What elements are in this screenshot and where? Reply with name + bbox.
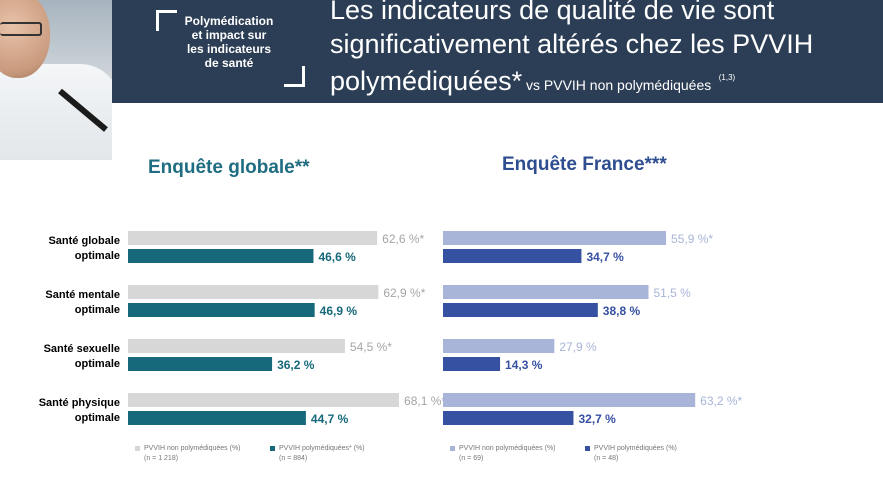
value-label-p0-s1-c1: 46,9 % (320, 304, 358, 318)
value-label-p0-s1-c0: 46,6 % (318, 250, 356, 264)
category-label: Santé sexuelle optimale (43, 343, 120, 370)
title-line-1: Les indicateurs de qualité de vie sont (330, 0, 775, 25)
legend-swatch (135, 445, 140, 451)
legend-item-p1-s0: PVVIH non polymédiquées (%) (n = 69) (450, 444, 556, 464)
badge-corner-bottom-right (284, 66, 305, 87)
title-subtitle: vs PVVIH non polymédiquées (522, 77, 712, 93)
value-label-p1-s1-c2: 14,3 % (505, 358, 543, 372)
value-label-p1-s1-c3: 32,7 % (578, 412, 616, 426)
bar-p0-s0-c0 (128, 231, 378, 245)
value-label-p1-s1-c1: 38,8 % (603, 304, 641, 318)
bar-p1-s1-c0 (443, 249, 582, 263)
legend-sample-size: (n = 1 218) (144, 455, 179, 462)
value-label-p1-s0-c1: 51,5 % (653, 286, 691, 300)
legend-swatch (450, 445, 455, 451)
value-label-p0-s1-c3: 44,7 % (311, 412, 349, 426)
legend-sample-size: (n = 884) (279, 455, 308, 462)
bar-p0-s0-c1 (128, 285, 379, 299)
speaker-video (0, 0, 112, 160)
slide-title: Les indicateurs de qualité de vie sont s… (330, 0, 813, 102)
speaker-body (0, 64, 112, 160)
legend-sample-size: (n = 48) (594, 455, 619, 462)
legend-swatch (270, 445, 275, 451)
category-label: Santé physique optimale (38, 397, 120, 424)
title-references: (1,3) (718, 73, 736, 82)
legend-sample-size: (n = 69) (459, 455, 484, 462)
value-label-p1-s1-c0: 34,7 % (586, 250, 624, 264)
panel-title-global: Enquête globale** (148, 157, 310, 178)
bar-p1-s1-c2 (443, 357, 501, 371)
value-label-p1-s0-c2: 27,9 % (559, 340, 597, 354)
legend-label: PVVIH polymédiquées* (%) (279, 445, 365, 452)
legend-label: PVVIH polymédiquées (%) (594, 445, 677, 452)
title-line-2: significativement altérés chez les PVVIH (330, 29, 814, 59)
bar-p0-s0-c3 (128, 393, 400, 407)
bar-p0-s1-c2 (128, 357, 273, 371)
bar-p1-s0-c3 (443, 393, 696, 407)
category-label: Santé globale optimale (48, 235, 120, 262)
bar-p1-s0-c1 (443, 285, 649, 299)
title-line-3: polymédiquées* vs PVVIH non polymédiquée… (330, 61, 813, 102)
bar-p1-s1-c3 (443, 411, 574, 425)
value-label-p1-s0-c0: 55,9 %* (671, 232, 713, 246)
bar-p0-s1-c1 (128, 303, 315, 317)
legend-swatch (585, 445, 590, 451)
value-label-p0-s0-c1: 62,9 %* (383, 286, 425, 300)
value-label-p0-s0-c3: 68,1 %* (404, 394, 446, 408)
slide-header (0, 0, 883, 103)
value-label-p1-s0-c3: 63,2 %* (700, 394, 742, 408)
legend-label: PVVIH non polymédiquées (%) (459, 445, 556, 452)
legend-item-p0-s0: PVVIH non polymédiquées (%) (n = 1 218) (135, 444, 241, 464)
legend-item-p1-s1: PVVIH polymédiquées (%) (n = 48) (585, 444, 677, 464)
bar-p0-s1-c3 (128, 411, 306, 425)
value-label-p0-s0-c0: 62,6 %* (382, 232, 424, 246)
legend-label: PVVIH non polymédiquées (%) (144, 445, 241, 452)
panel-title-france: Enquête France*** (502, 154, 667, 175)
speaker-head (0, 0, 50, 78)
section-badge: Polymédication et impact sur les indicat… (184, 14, 274, 70)
bar-p0-s1-c0 (128, 249, 314, 263)
bar-p1-s0-c2 (443, 339, 555, 353)
category-label: Santé mentale optimale (45, 289, 120, 316)
bar-p1-s1-c1 (443, 303, 598, 317)
value-label-p0-s0-c2: 54,5 %* (350, 340, 392, 354)
bar-p1-s0-c0 (443, 231, 667, 245)
value-label-p0-s1-c2: 36,2 % (277, 358, 315, 372)
bar-p0-s0-c2 (128, 339, 345, 353)
legend-item-p0-s1: PVVIH polymédiquées* (%) (n = 884) (270, 444, 365, 464)
speaker-glasses (0, 22, 42, 36)
title-line-3-main: polymédiquées* (330, 66, 523, 96)
badge-corner-top-left (156, 10, 177, 31)
